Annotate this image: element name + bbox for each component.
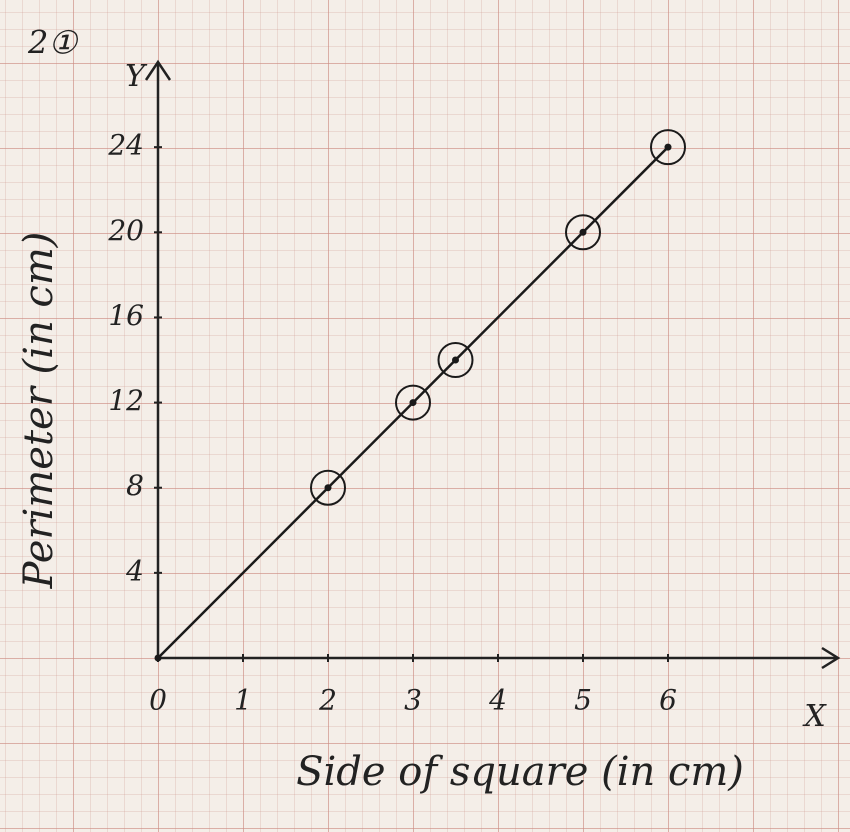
data-point <box>155 655 162 662</box>
x-tick-label: 4 <box>488 684 507 717</box>
data-point <box>410 399 417 406</box>
data-point <box>325 484 332 491</box>
question-number: 2① <box>27 24 79 62</box>
y-tick-label: 12 <box>108 384 144 417</box>
data-point <box>580 229 587 236</box>
graph-paper: 2① Y X Side of square (in cm) Perimeter … <box>0 0 850 832</box>
y-tick-label: 4 <box>125 554 144 587</box>
y-tick-label: 8 <box>126 469 144 502</box>
x-axis-label: Side of square (in cm) <box>296 749 744 795</box>
x-tick-label: 0 <box>149 684 167 717</box>
x-tick-label: 2 <box>318 684 337 717</box>
y-tick-label: 24 <box>107 129 144 162</box>
y-tick-label: 16 <box>108 299 144 332</box>
y-axis-name: Y <box>125 59 148 94</box>
y-axis-label: Perimeter (in cm) <box>16 232 62 590</box>
chart: 2① Y X Side of square (in cm) Perimeter … <box>0 0 850 832</box>
data-point <box>665 144 672 151</box>
y-tick-label: 20 <box>107 214 144 247</box>
x-axis-name: X <box>802 699 827 734</box>
data-point <box>452 357 459 364</box>
x-tick-label: 6 <box>659 684 677 717</box>
x-tick-label: 1 <box>234 684 252 717</box>
x-tick-label: 3 <box>404 684 422 717</box>
x-tick-label: 5 <box>574 684 592 717</box>
